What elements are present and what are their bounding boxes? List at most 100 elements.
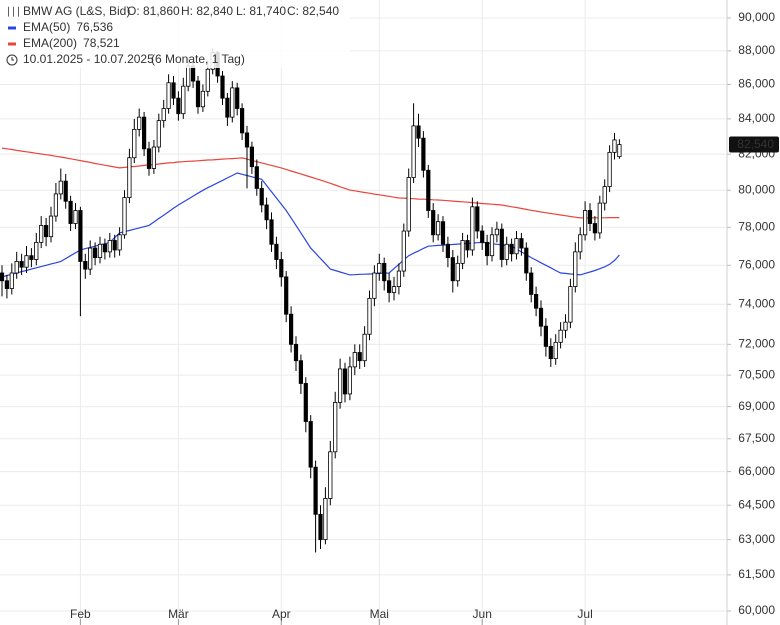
candle-body xyxy=(426,169,431,211)
candle-body xyxy=(543,325,549,347)
price-tag-bg xyxy=(729,136,779,153)
candle-body xyxy=(284,276,289,315)
candle-body xyxy=(529,272,534,295)
candle-body xyxy=(494,228,500,236)
candle-body xyxy=(323,498,328,541)
candle-body xyxy=(538,307,544,327)
x-tick-label: Jul xyxy=(577,607,592,621)
candle-body xyxy=(34,241,39,260)
candle-body xyxy=(220,75,225,99)
candle-body xyxy=(534,294,539,309)
candle-body xyxy=(318,513,323,541)
candle-body xyxy=(578,234,583,253)
legend: ∣∣∣ BMW AG (L&S, Bid) O: 81,860 H: 82,84… xyxy=(0,2,350,68)
candle-body xyxy=(406,177,411,232)
candle-body xyxy=(377,262,382,274)
candle-body xyxy=(489,234,495,257)
candle-body xyxy=(107,240,112,253)
y-tick-label: 88,000 xyxy=(738,43,775,57)
candle-body xyxy=(347,366,353,395)
clock-hands xyxy=(11,57,14,61)
candle-body xyxy=(504,243,509,260)
candle-body xyxy=(357,352,362,362)
candle-body xyxy=(230,87,235,118)
candle-body xyxy=(524,247,529,274)
candle-body xyxy=(548,345,553,360)
candle-body xyxy=(269,219,274,245)
chart-icon: ∣∣∣ xyxy=(6,7,21,18)
chart-title: BMW AG (L&S, Bid) xyxy=(23,4,130,18)
candle-body xyxy=(63,180,68,202)
candle-body xyxy=(421,137,426,171)
candle-body xyxy=(254,166,259,189)
candle-body xyxy=(435,221,441,236)
x-tick-label: Apr xyxy=(272,607,291,621)
candle-body xyxy=(568,286,573,323)
candle-body xyxy=(597,202,602,234)
candle-body xyxy=(161,108,166,122)
candle-body xyxy=(83,261,88,270)
period: 10.01.2025 - 10.07.2025 xyxy=(23,52,154,66)
candle-body xyxy=(264,204,269,221)
y-tick-label: 76,000 xyxy=(738,257,775,271)
x-tick-label: Mär xyxy=(168,607,189,621)
legend-value: 76,536 xyxy=(76,20,113,34)
candle-body xyxy=(386,280,392,293)
candle-body xyxy=(195,80,201,108)
y-tick-label: 61,500 xyxy=(738,567,775,581)
candle-body xyxy=(298,360,304,384)
candle-body xyxy=(97,243,103,258)
candle-body xyxy=(205,68,210,92)
candle-body xyxy=(440,221,446,245)
candle-body xyxy=(14,261,19,274)
candle-body xyxy=(166,82,171,109)
period-note: (6 Monate, 1 Tag) xyxy=(151,52,245,66)
candle-body xyxy=(176,97,181,115)
candle-body xyxy=(249,146,254,168)
candle-body xyxy=(308,421,313,468)
quote: O: 81,860 xyxy=(127,4,180,18)
candle-body xyxy=(186,65,191,87)
candle-body xyxy=(470,206,475,251)
candle-body xyxy=(117,234,122,251)
candle-body xyxy=(563,321,568,331)
y-tick-label: 69,000 xyxy=(738,399,775,413)
candle-body xyxy=(553,341,558,360)
candle-body xyxy=(53,193,59,217)
candle-body xyxy=(612,139,617,153)
legend-bg xyxy=(0,2,350,68)
candle-body xyxy=(352,352,357,368)
y-tick-label: 78,000 xyxy=(738,219,775,233)
candle-body xyxy=(200,90,205,108)
candle-body xyxy=(573,251,578,287)
y-tick-label: 70,500 xyxy=(738,367,775,381)
candle-body xyxy=(587,210,593,224)
candle-body xyxy=(514,238,519,255)
legend-value: 78,521 xyxy=(83,36,120,50)
quote: H: 82,840 xyxy=(181,4,233,18)
candle-body xyxy=(303,383,308,422)
candle-body xyxy=(9,272,14,289)
y-tick-label: 74,000 xyxy=(738,296,775,310)
ema-line xyxy=(1,147,620,219)
candle-body xyxy=(190,65,196,82)
candle-body xyxy=(602,186,607,204)
candle-body xyxy=(4,280,9,289)
candle-body xyxy=(156,120,161,148)
candle-body xyxy=(78,210,83,262)
candle-body xyxy=(132,128,137,159)
y-tick-label: 64,500 xyxy=(738,497,775,511)
candle-body xyxy=(333,401,338,453)
candle-body xyxy=(465,240,470,251)
candle-body xyxy=(29,255,34,260)
candle-body xyxy=(592,223,598,234)
candle-body xyxy=(558,329,563,343)
candle-body xyxy=(73,210,78,224)
candle-body xyxy=(328,451,333,499)
candle-body xyxy=(122,197,127,236)
candle-body xyxy=(181,85,186,115)
y-tick-label: 84,000 xyxy=(738,111,775,125)
candle-body xyxy=(396,270,402,287)
candle-body xyxy=(411,125,416,178)
price-tag-label: 82,540 xyxy=(737,137,774,151)
